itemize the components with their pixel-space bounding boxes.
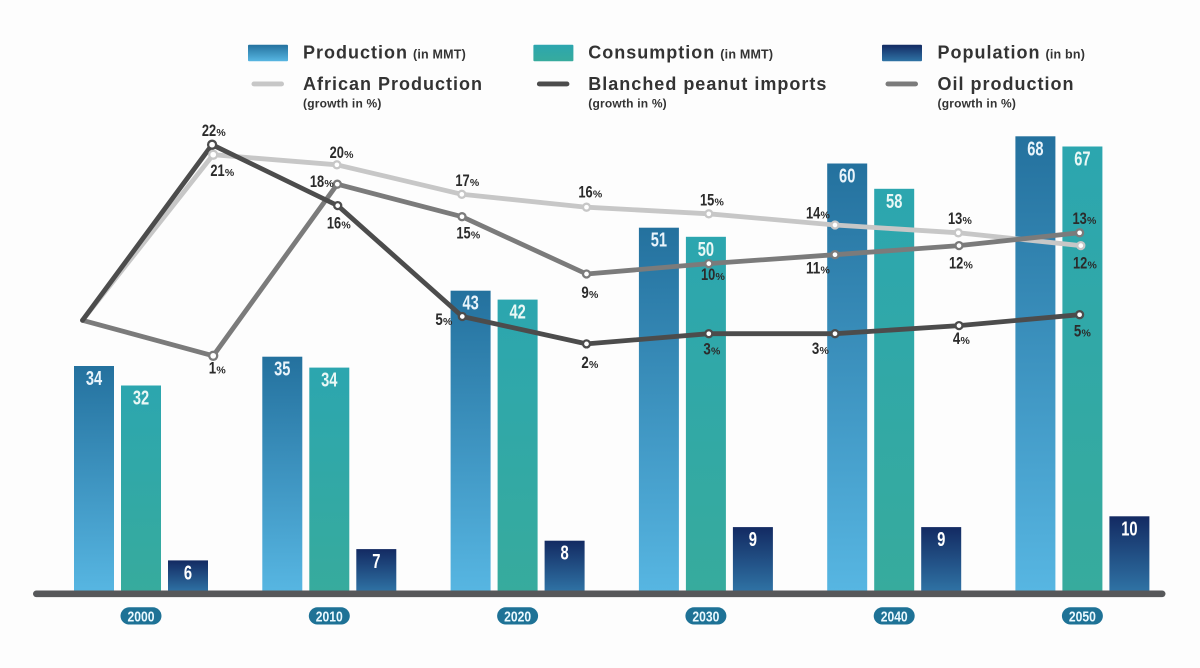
svg-text:10: 10 — [1121, 518, 1137, 540]
svg-text:60: 60 — [839, 166, 855, 188]
svg-text:2050: 2050 — [1069, 609, 1096, 626]
svg-text:15%: 15% — [456, 224, 481, 243]
svg-text:Blanched peanut imports: Blanched peanut imports — [588, 74, 827, 94]
svg-text:21%: 21% — [210, 161, 235, 180]
svg-text:51: 51 — [651, 230, 667, 252]
svg-text:9: 9 — [749, 529, 757, 551]
svg-text:22%: 22% — [202, 121, 227, 140]
svg-text:African Production: African Production — [303, 74, 483, 94]
svg-text:2030: 2030 — [692, 609, 719, 626]
svg-text:58: 58 — [886, 191, 902, 213]
svg-text:9%: 9% — [581, 283, 599, 302]
svg-text:43: 43 — [462, 293, 478, 315]
svg-text:34: 34 — [86, 368, 103, 390]
svg-text:68: 68 — [1027, 138, 1043, 160]
svg-text:5%: 5% — [435, 310, 453, 329]
svg-text:1%: 1% — [209, 359, 227, 378]
svg-text:13%: 13% — [948, 209, 973, 228]
svg-text:13%: 13% — [1073, 209, 1098, 228]
svg-text:15%: 15% — [700, 191, 725, 210]
svg-text:6: 6 — [184, 562, 192, 584]
svg-text:12%: 12% — [949, 254, 974, 273]
svg-text:(growth in %): (growth in %) — [938, 97, 1017, 111]
svg-text:Consumption(in MMT): Consumption (in MMT) — [588, 43, 773, 63]
svg-text:11%: 11% — [806, 259, 831, 278]
svg-text:5%: 5% — [1074, 322, 1092, 341]
svg-text:2020: 2020 — [504, 609, 531, 626]
svg-text:2%: 2% — [581, 353, 599, 372]
svg-text:9: 9 — [937, 529, 945, 551]
svg-text:Production(in MMT): Production (in MMT) — [303, 43, 466, 63]
svg-text:3%: 3% — [812, 339, 830, 358]
svg-text:16%: 16% — [327, 213, 352, 232]
svg-text:14%: 14% — [806, 203, 831, 222]
svg-text:4%: 4% — [953, 329, 971, 348]
svg-text:8: 8 — [561, 543, 569, 565]
svg-text:3%: 3% — [703, 340, 721, 359]
svg-text:67: 67 — [1074, 149, 1090, 171]
svg-text:2010: 2010 — [316, 609, 343, 626]
svg-text:16%: 16% — [578, 182, 603, 201]
svg-text:32: 32 — [133, 388, 149, 410]
svg-text:12%: 12% — [1073, 254, 1098, 273]
svg-text:35: 35 — [274, 359, 290, 381]
svg-text:(growth in %): (growth in %) — [303, 97, 382, 111]
svg-text:Oil production: Oil production — [938, 74, 1075, 94]
svg-text:2040: 2040 — [881, 609, 908, 626]
svg-text:50: 50 — [698, 239, 714, 261]
svg-text:34: 34 — [321, 370, 338, 392]
svg-text:2000: 2000 — [128, 609, 155, 626]
svg-text:(growth in %): (growth in %) — [588, 97, 667, 111]
svg-text:7: 7 — [372, 551, 380, 573]
svg-text:17%: 17% — [455, 171, 480, 190]
svg-text:18%: 18% — [310, 172, 335, 191]
svg-text:42: 42 — [509, 302, 525, 324]
svg-text:10%: 10% — [701, 265, 726, 284]
svg-text:Population(in bn): Population (in bn) — [938, 43, 1086, 63]
svg-text:20%: 20% — [330, 143, 355, 162]
